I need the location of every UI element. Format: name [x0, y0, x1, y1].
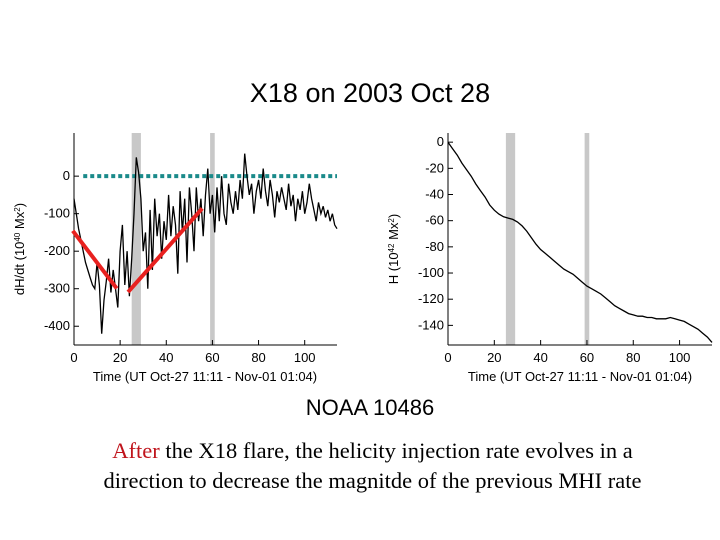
slide-title: X18 on 2003 Oct 28	[249, 78, 491, 108]
y-tick-label: -40	[425, 187, 444, 202]
y-tick-label: -100	[44, 206, 70, 221]
shaded-band-0	[131, 133, 141, 345]
x-tick-label: 40	[533, 350, 547, 365]
y-ticks: 0 -20 -40 -60 -80 -100 -120 -140	[418, 134, 453, 332]
x-axis-label: Time (UT Oct-27 11:11 - Nov-01 01:04)	[468, 369, 692, 384]
y-tick-label: -200	[44, 243, 70, 258]
y-axis-label: H (1042 Mx2)	[386, 214, 401, 284]
y-tick-label: -140	[418, 317, 444, 332]
caption: After the X18 flare, the helicity inject…	[100, 436, 645, 496]
y-tick-label: 0	[437, 134, 444, 149]
x-tick-label: 20	[487, 350, 501, 365]
x-tick-label: 60	[580, 350, 594, 365]
y-axis-label: dH/dt (1040 Mx2)	[12, 203, 27, 295]
region-label: NOAA 10486	[305, 395, 435, 420]
y-tick-label: -60	[425, 213, 444, 228]
series-line	[73, 153, 338, 334]
x-tick-label: 80	[626, 350, 640, 365]
trend-annotation-line-0	[71, 229, 119, 290]
y-tick-label: -100	[418, 265, 444, 280]
x-tick-label: 80	[251, 350, 265, 365]
y-tick-label: -120	[418, 291, 444, 306]
shaded-bands	[505, 133, 590, 345]
caption-highlight: After	[112, 438, 160, 463]
plot-frame	[73, 133, 337, 346]
y-ticks: 0 -100 -200 -300 -400	[44, 168, 79, 333]
plot-frame	[447, 133, 712, 346]
x-tick-label: 0	[70, 350, 77, 365]
helicity-rate-chart: 0 -100 -200 -300 -400 0 20 40 60 80 100 Time (UT …	[12, 133, 338, 384]
x-axis-label: Time (UT Oct-27 11:11 - Nov-01 01:04)	[93, 369, 317, 384]
x-ticks: 0 20 40 60 80 100	[444, 340, 690, 365]
series-line	[447, 141, 713, 343]
caption-text: the X18 flare, the helicity injection ra…	[103, 438, 642, 493]
x-tick-label: 40	[159, 350, 173, 365]
data-series	[447, 141, 713, 343]
x-tick-label: 60	[205, 350, 219, 365]
x-tick-label: 100	[669, 350, 691, 365]
y-tick-label: 0	[63, 168, 70, 183]
x-tick-label: 20	[113, 350, 127, 365]
y-tick-label: -80	[425, 239, 444, 254]
trend-annotation-line-1	[126, 207, 204, 294]
y-tick-label: -20	[425, 160, 444, 175]
x-tick-label: 100	[294, 350, 316, 365]
annotation-lines	[71, 207, 204, 294]
x-tick-label: 0	[444, 350, 451, 365]
y-tick-label: -400	[44, 318, 70, 333]
shaded-bands	[131, 133, 215, 345]
shaded-band-1	[210, 133, 215, 345]
shaded-band-0	[505, 133, 516, 345]
data-series	[73, 153, 338, 334]
y-tick-label: -300	[44, 281, 70, 296]
shaded-band-1	[584, 133, 590, 345]
helicity-accumulation-chart: 0 -20 -40 -60 -80 -100 -120 -140 0 20 40 60 80 100 T…	[386, 133, 713, 384]
x-ticks: 0 20 40 60 80 100	[70, 340, 316, 365]
